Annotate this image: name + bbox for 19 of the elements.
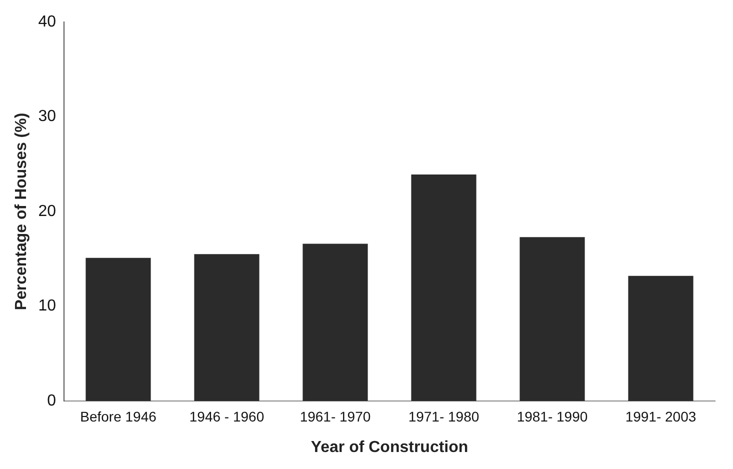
bar xyxy=(411,174,476,401)
x-tick-label: 1991- 2003 xyxy=(625,408,696,424)
y-tick-label: 10 xyxy=(38,298,56,315)
x-tick-label: Before 1946 xyxy=(80,408,157,424)
y-tick-label: 0 xyxy=(47,392,56,410)
bar xyxy=(86,258,151,401)
y-tick-label: 40 xyxy=(38,13,56,30)
x-axis-title: Year of Construction xyxy=(310,438,468,456)
x-tick-label: 1971- 1980 xyxy=(408,408,480,424)
bar xyxy=(302,244,368,401)
bar xyxy=(194,254,260,401)
y-axis-title: Percentage of Houses (%) xyxy=(13,112,30,310)
x-tick-label: 1946 - 1960 xyxy=(189,408,264,424)
bar xyxy=(628,276,694,401)
y-tick-label: 20 xyxy=(38,202,56,220)
x-tick-label: 1961- 1970 xyxy=(300,408,371,424)
y-tick-label: 30 xyxy=(38,108,56,126)
bar xyxy=(520,237,585,401)
x-tick-label: 1981- 1990 xyxy=(516,408,588,424)
